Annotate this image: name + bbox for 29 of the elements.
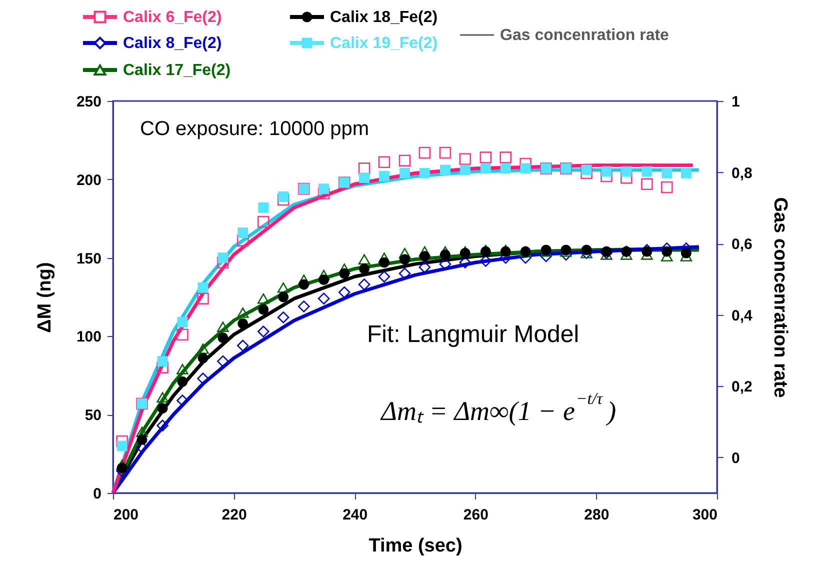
y2-tick-label: 0,4 [732, 307, 754, 324]
legend-label: Calix 8_Fe(2) [123, 35, 222, 52]
legend-label: Calix 17_Fe(2) [123, 62, 231, 79]
y-tick-label: 250 [76, 94, 102, 110]
y-tick-label: 0 [93, 486, 102, 502]
y2-tick-label: 0,8 [732, 164, 752, 182]
y2-tick-label: 1 [732, 94, 740, 110]
y-tick-label: 50 [84, 407, 102, 424]
x-tick-label: 260 [463, 506, 488, 524]
x-tick-label: 200 [114, 506, 139, 524]
legend-label: Calix 6_Fe(2) [123, 9, 222, 26]
legend-label: Calix 18_Fe(2) [330, 9, 438, 26]
y-tick-label: 100 [76, 328, 102, 346]
legend-label: Gas concenration rate [500, 27, 670, 44]
y2-axis-title: Gas concenration rate [769, 197, 790, 398]
annotation: CO exposure: 10000 ppm [140, 118, 370, 140]
y-axis-title: ΔM (ng) [34, 262, 56, 333]
y2-tick-label: 0,2 [732, 378, 752, 396]
y-tick-label: 200 [76, 172, 102, 189]
x-tick-label: 240 [342, 506, 368, 524]
x-axis-title: Time (sec) [368, 536, 462, 556]
y-tick-label: 150 [76, 250, 102, 268]
legend-label: Calix 19_Fe(2) [330, 35, 438, 52]
x-tick-label: 280 [584, 506, 610, 524]
annotation: Fit: Langmuir Model [367, 321, 580, 348]
y2-tick-label: 0,6 [732, 236, 752, 254]
y2-tick-label: 0 [732, 450, 740, 467]
x-tick-label: 300 [692, 506, 718, 524]
x-tick-label: 220 [222, 506, 247, 524]
